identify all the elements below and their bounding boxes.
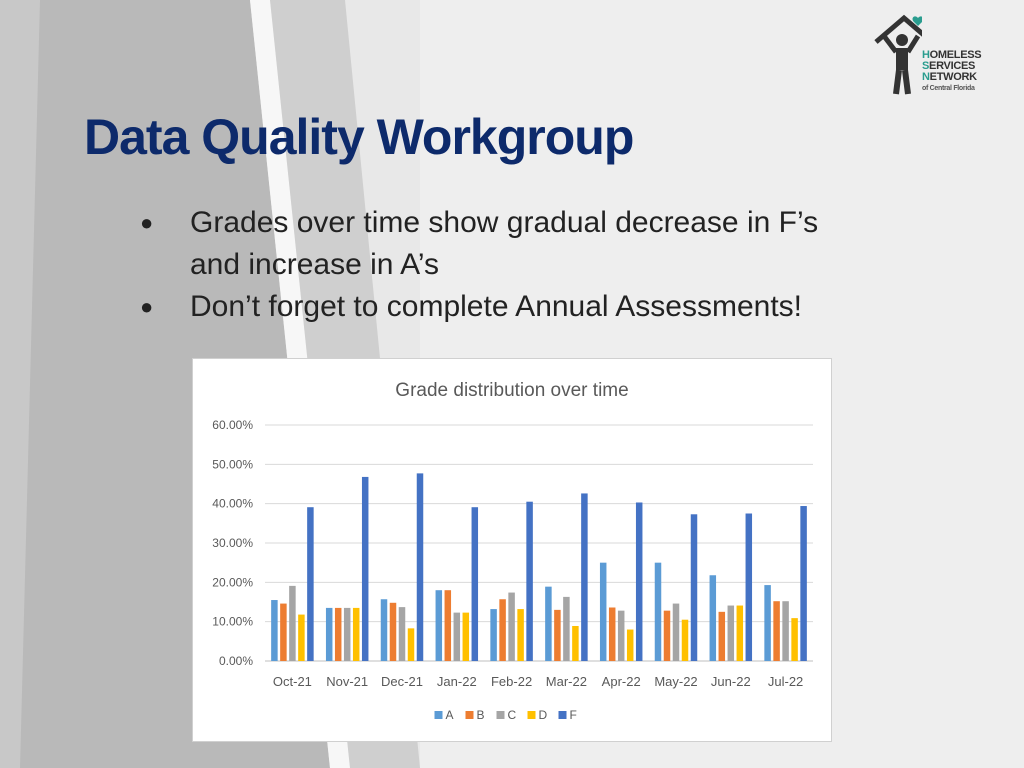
- y-tick-label: 40.00%: [212, 497, 253, 511]
- bullet-item: ● Grades over time show gradual decrease…: [140, 202, 830, 286]
- x-tick-label: May-22: [654, 674, 697, 689]
- legend-label: D: [539, 708, 548, 722]
- bar-b: [444, 590, 452, 661]
- y-tick-label: 10.00%: [212, 615, 253, 629]
- bar-d: [407, 628, 415, 661]
- bullet-item: ● Don’t forget to complete Annual Assess…: [140, 286, 830, 328]
- bar-c: [453, 612, 461, 661]
- x-tick-label: Dec-21: [381, 674, 423, 689]
- bar-c: [289, 585, 296, 661]
- bar-f: [690, 514, 698, 661]
- y-tick-label: 60.00%: [212, 418, 253, 432]
- bar-b: [718, 611, 726, 661]
- bar-a: [764, 585, 771, 661]
- bar-b: [334, 607, 342, 661]
- bar-c: [508, 592, 515, 661]
- hsn-logo: HOMELESS SERVICES NETWORK of Central Flo…: [872, 12, 992, 102]
- bar-a: [271, 600, 278, 661]
- bar-a: [325, 607, 333, 661]
- chart-container: Grade distribution over time 0.00% 10.00% 2…: [192, 358, 832, 742]
- bullet-text: Don’t forget to complete Annual Assessme…: [190, 290, 802, 323]
- bar-c: [782, 601, 789, 661]
- bar-b: [499, 599, 506, 661]
- y-tick-label: 20.00%: [212, 575, 253, 589]
- bar-c: [617, 610, 625, 661]
- x-tick-label: Oct-21: [273, 674, 312, 689]
- x-tick-label: Mar-22: [546, 674, 587, 689]
- bullet-dot-icon: ●: [140, 210, 154, 235]
- legend-label: F: [570, 708, 577, 722]
- x-tick-label: Feb-22: [491, 674, 532, 689]
- bar-a: [545, 586, 552, 661]
- bar-f: [745, 513, 753, 661]
- bar-d: [298, 614, 305, 661]
- bar-c: [672, 603, 680, 661]
- y-tick-label: 30.00%: [212, 536, 253, 550]
- x-tick-label: Jan-22: [437, 674, 477, 689]
- legend-swatch-c: [496, 711, 505, 719]
- slide-title: Data Quality Workgroup: [84, 109, 634, 165]
- bar-a: [599, 562, 607, 661]
- bar-c: [398, 607, 406, 661]
- legend-swatch-b: [465, 711, 474, 719]
- grade-distribution-chart: Grade distribution over time 0.00% 10.00% 2…: [212, 380, 813, 722]
- bullet-text: Grades over time show gradual decrease i…: [190, 206, 819, 281]
- bar-d: [791, 618, 798, 661]
- bar-c: [727, 605, 735, 661]
- bar-b: [554, 609, 561, 661]
- bar-b: [389, 602, 397, 661]
- bar-b: [773, 601, 780, 661]
- legend-label: C: [508, 708, 517, 722]
- legend-swatch-a: [434, 711, 443, 719]
- bar-d: [462, 612, 470, 661]
- bar-a: [490, 609, 497, 661]
- bar-f: [581, 493, 588, 661]
- bar-f: [361, 476, 369, 661]
- bar-d: [626, 629, 634, 661]
- x-tick-label: Jul-22: [768, 674, 803, 689]
- bar-f: [526, 501, 533, 661]
- y-tick-label: 50.00%: [212, 457, 253, 471]
- bar-b: [608, 607, 616, 661]
- bar-f: [416, 473, 424, 661]
- bar-b: [280, 603, 287, 661]
- bar-d: [736, 605, 744, 661]
- y-tick-label: 0.00%: [219, 654, 253, 668]
- bar-c: [343, 607, 351, 661]
- legend-swatch-d: [527, 711, 536, 719]
- bar-f: [307, 507, 314, 661]
- bar-a: [654, 562, 662, 661]
- bar-d: [681, 619, 689, 661]
- x-tick-label: Nov-21: [326, 674, 368, 689]
- bullet-list: ● Grades over time show gradual decrease…: [140, 202, 830, 328]
- chart-title: Grade distribution over time: [395, 380, 628, 401]
- x-tick-label: Jun-22: [711, 674, 751, 689]
- bar-d: [572, 625, 579, 661]
- legend-label: A: [446, 708, 454, 722]
- bar-f: [471, 507, 479, 661]
- legend-swatch-f: [558, 711, 567, 719]
- x-tick-label: Apr-22: [602, 674, 641, 689]
- bar-d: [352, 607, 360, 661]
- legend-label: B: [477, 708, 485, 722]
- bar-c: [563, 596, 570, 661]
- bar-f: [800, 506, 807, 661]
- logo-wordmark: HOMELESS SERVICES NETWORK of Central Flo…: [922, 49, 982, 93]
- bar-a: [709, 575, 717, 661]
- bullet-dot-icon: ●: [140, 294, 154, 319]
- bar-b: [663, 610, 671, 661]
- bar-a: [380, 599, 388, 661]
- bar-a: [435, 590, 443, 661]
- bar-f: [635, 502, 643, 661]
- house-person-icon: [874, 14, 934, 95]
- bar-d: [517, 609, 524, 661]
